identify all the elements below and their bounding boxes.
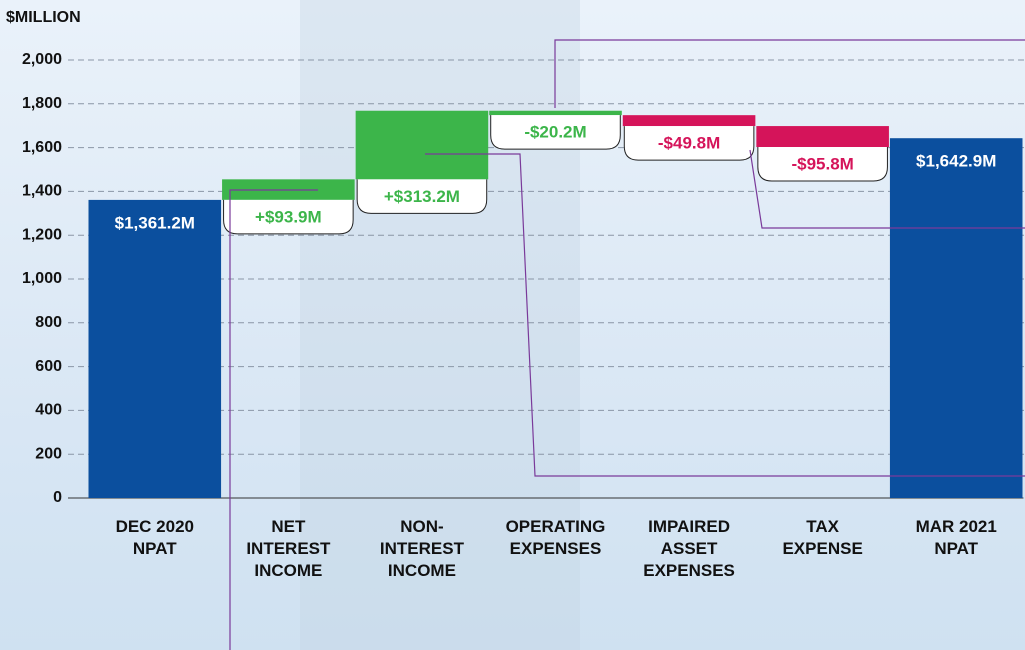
decor-line (555, 40, 1025, 108)
x-tick-label: NET INTEREST INCOME (230, 516, 348, 582)
y-tick-label: 400 (35, 402, 62, 419)
y-tick-label: 800 (35, 314, 62, 331)
value-label: -$95.8M (791, 155, 853, 174)
bar (890, 138, 1023, 498)
x-tick-label: TAX EXPENSE (764, 516, 882, 560)
y-tick-label: 1,000 (22, 270, 62, 287)
value-label: +$93.9M (255, 207, 322, 226)
y-tick-label: 200 (35, 445, 62, 462)
y-tick-label: 1,600 (22, 139, 62, 156)
y-tick-label: 1,800 (22, 95, 62, 112)
bar (89, 200, 222, 498)
value-label: -$20.2M (524, 123, 586, 142)
value-label: -$49.8M (658, 134, 720, 153)
y-tick-label: 1,400 (22, 183, 62, 200)
value-label: $1,361.2M (115, 213, 195, 232)
page: $MILLION 0 200 400 600 800 1,000 1,200 1,400 1,6… (0, 0, 1025, 650)
y-axis-label: $MILLION (6, 9, 81, 26)
y-tick-label: 1,200 (22, 226, 62, 243)
y-tick-label: 2,000 (22, 51, 62, 68)
bar (756, 126, 889, 147)
y-tick-label: 600 (35, 358, 62, 375)
y-tick-label: 0 (53, 489, 62, 506)
value-label: +$313.2M (384, 187, 460, 206)
value-label: $1,642.9M (916, 152, 996, 171)
x-tick-label: IMPAIRED ASSET EXPENSES (630, 516, 748, 582)
bar (356, 111, 489, 180)
bar (623, 115, 756, 126)
x-tick-label: OPERATING EXPENSES (497, 516, 615, 560)
x-tick-label: DEC 2020 NPAT (96, 516, 214, 560)
x-tick-label: NON-INTEREST INCOME (363, 516, 481, 582)
bar (489, 111, 622, 115)
x-tick-label: MAR 2021 NPAT (897, 516, 1015, 560)
